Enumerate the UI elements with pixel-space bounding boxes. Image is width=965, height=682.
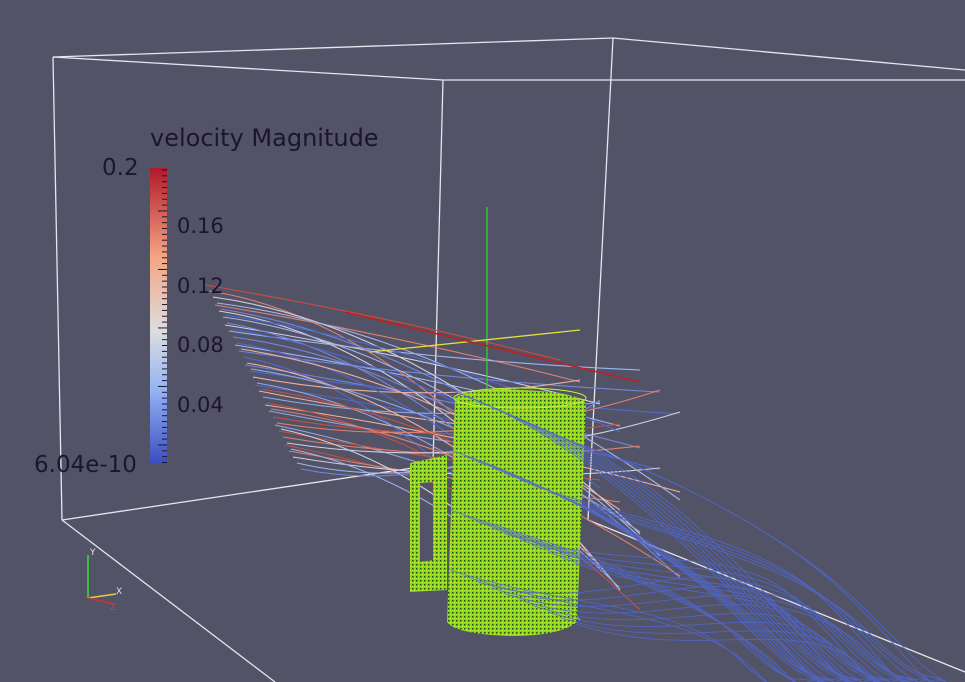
orientation-z-label: Z: [110, 603, 116, 613]
colorbar-title: velocity Magnitude: [150, 124, 379, 152]
streamline: [491, 585, 863, 682]
streamline: [491, 527, 863, 682]
colorbar-tick-label: 0.16: [177, 214, 224, 238]
streamline: [250, 368, 641, 533]
streamline: [547, 551, 919, 682]
streamline: [575, 503, 947, 682]
streamline: [561, 557, 933, 682]
orientation-x-label: X: [116, 587, 122, 597]
orientation-y-label: Y: [89, 548, 96, 558]
streamline: [463, 395, 835, 682]
streamline: [519, 539, 891, 682]
orientation-z-axis: [87, 597, 115, 605]
streamline: [575, 623, 947, 682]
streamline: [505, 593, 877, 682]
streamline: [222, 316, 661, 557]
streamline: [547, 431, 919, 682]
streamline: [252, 376, 581, 394]
streamline: [463, 575, 835, 682]
streamline: [547, 611, 919, 682]
streamline: [505, 473, 877, 682]
colorbar: [150, 168, 167, 464]
streamline: [561, 497, 933, 682]
streamline: [533, 545, 905, 682]
streamline: [214, 304, 581, 383]
colorbar-tick-label: 0.12: [177, 274, 224, 298]
streamline: [477, 576, 849, 682]
orientation-axes: Y X Z: [87, 548, 122, 613]
streamline: [238, 350, 661, 393]
streamline: [519, 599, 891, 682]
streamline: [533, 485, 905, 682]
colorbar-tick-label: 0.04: [177, 393, 224, 417]
streamlines-foreground: [449, 389, 947, 682]
streamline: [575, 443, 947, 682]
mug-mesh: [410, 387, 587, 636]
streamline: [533, 605, 905, 682]
streamline: [547, 491, 919, 682]
bounding-box: [52, 37, 965, 682]
colorbar-tick-label: 0.08: [177, 333, 224, 357]
colorbar-min-label: 6.04e-10: [34, 452, 137, 478]
streamline: [519, 479, 891, 682]
streamline: [561, 617, 933, 682]
colorbar-max-label: 0.2: [102, 155, 139, 181]
streamline: [575, 563, 947, 682]
streamline: [228, 330, 641, 371]
streamline: [477, 401, 849, 682]
streamline: [204, 284, 561, 361]
streamline: [224, 324, 601, 405]
probe-lines: [344, 207, 641, 395]
orientation-x-axis: [87, 593, 117, 599]
